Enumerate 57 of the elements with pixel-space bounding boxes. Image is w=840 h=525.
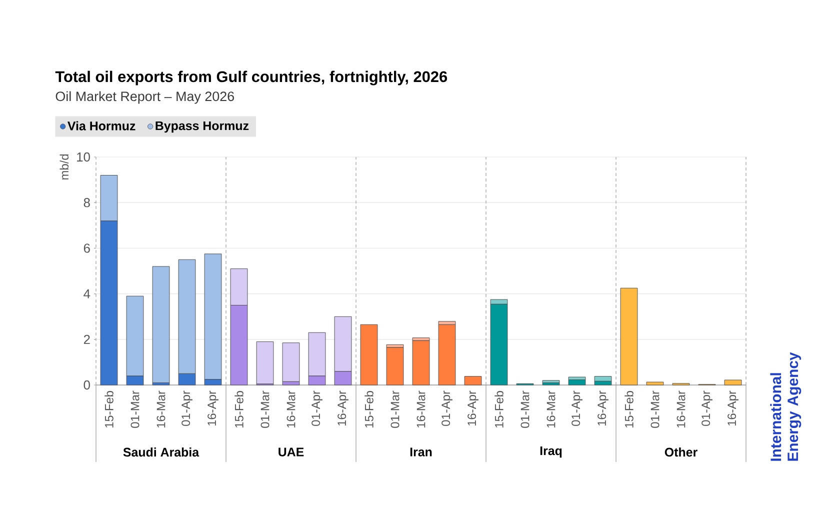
legend-label: Bypass Hormuz xyxy=(156,121,249,133)
bar xyxy=(438,324,456,386)
x-tick-label: 01-Apr xyxy=(702,390,712,426)
y-tick-label: 2 xyxy=(84,334,90,344)
bar xyxy=(464,376,482,386)
bar xyxy=(724,380,742,386)
x-tick-label: 16-Mar xyxy=(546,390,556,428)
x-tick-label: 16-Mar xyxy=(416,390,426,428)
x-tick-label: 01-Apr xyxy=(572,390,582,426)
x-tick-label: 01-Mar xyxy=(390,390,400,428)
bar xyxy=(542,380,560,383)
x-tick-label: 16-Apr xyxy=(208,390,218,426)
bar xyxy=(594,376,612,382)
x-axis-title: UAE xyxy=(278,448,304,456)
y-axis-title: mb/d xyxy=(60,154,69,180)
x-tick-label: 15-Feb xyxy=(234,391,244,428)
x-tick-label: 15-Feb xyxy=(494,391,504,428)
bar xyxy=(282,342,300,382)
bar xyxy=(152,266,170,383)
x-tick-label: 15-Feb xyxy=(624,391,634,428)
bar xyxy=(568,380,586,386)
x-tick-label: 01-Mar xyxy=(650,390,660,428)
bar xyxy=(412,340,430,386)
x-tick-label: 15-Feb xyxy=(364,391,374,428)
y-tick-label: 10 xyxy=(77,152,90,162)
bar xyxy=(256,341,274,384)
x-tick-label: 16-Mar xyxy=(286,390,296,428)
x-tick-label: 01-Apr xyxy=(182,390,192,426)
x-tick-label: 16-Apr xyxy=(728,390,738,426)
y-tick-label: 8 xyxy=(84,198,90,208)
bar xyxy=(646,382,664,386)
x-tick-label: 16-Mar xyxy=(676,390,686,428)
x-tick-label: 16-Apr xyxy=(598,390,608,426)
y-tick-label: 0 xyxy=(84,380,90,390)
y-tick-label: 4 xyxy=(84,289,90,298)
bar xyxy=(360,324,378,386)
bar xyxy=(386,347,404,386)
x-tick-label: 16-Mar xyxy=(156,390,166,428)
y-tick-label: 6 xyxy=(84,244,90,253)
bar xyxy=(542,382,560,386)
text: International Energy Agency xyxy=(770,352,802,461)
chart-title: Total oil exports from Gulf countries, fortnightly, 2026 xyxy=(55,70,448,86)
x-tick-label: 01-Mar xyxy=(520,390,530,428)
x-tick-label: 01-Mar xyxy=(260,390,270,428)
x-tick-label: 16-Apr xyxy=(338,390,348,426)
x-tick-label: 15-Feb xyxy=(104,391,114,428)
x-axis-title: Other xyxy=(664,447,698,457)
bar xyxy=(620,288,638,386)
x-tick-label: 01-Apr xyxy=(312,390,322,426)
legend-label: Via Hormuz xyxy=(68,121,136,130)
x-tick-label: 01-Apr xyxy=(442,390,452,426)
chart-subtitle: Oil Market Report – May 2026 xyxy=(56,91,234,104)
x-axis-title: Iran xyxy=(410,448,432,456)
x-axis-title: Saudi Arabia xyxy=(123,447,200,457)
x-tick-label: 01-Mar xyxy=(130,390,140,428)
x-axis-title: Iraq xyxy=(540,446,562,458)
x-tick-label: 16-Apr xyxy=(468,390,478,426)
